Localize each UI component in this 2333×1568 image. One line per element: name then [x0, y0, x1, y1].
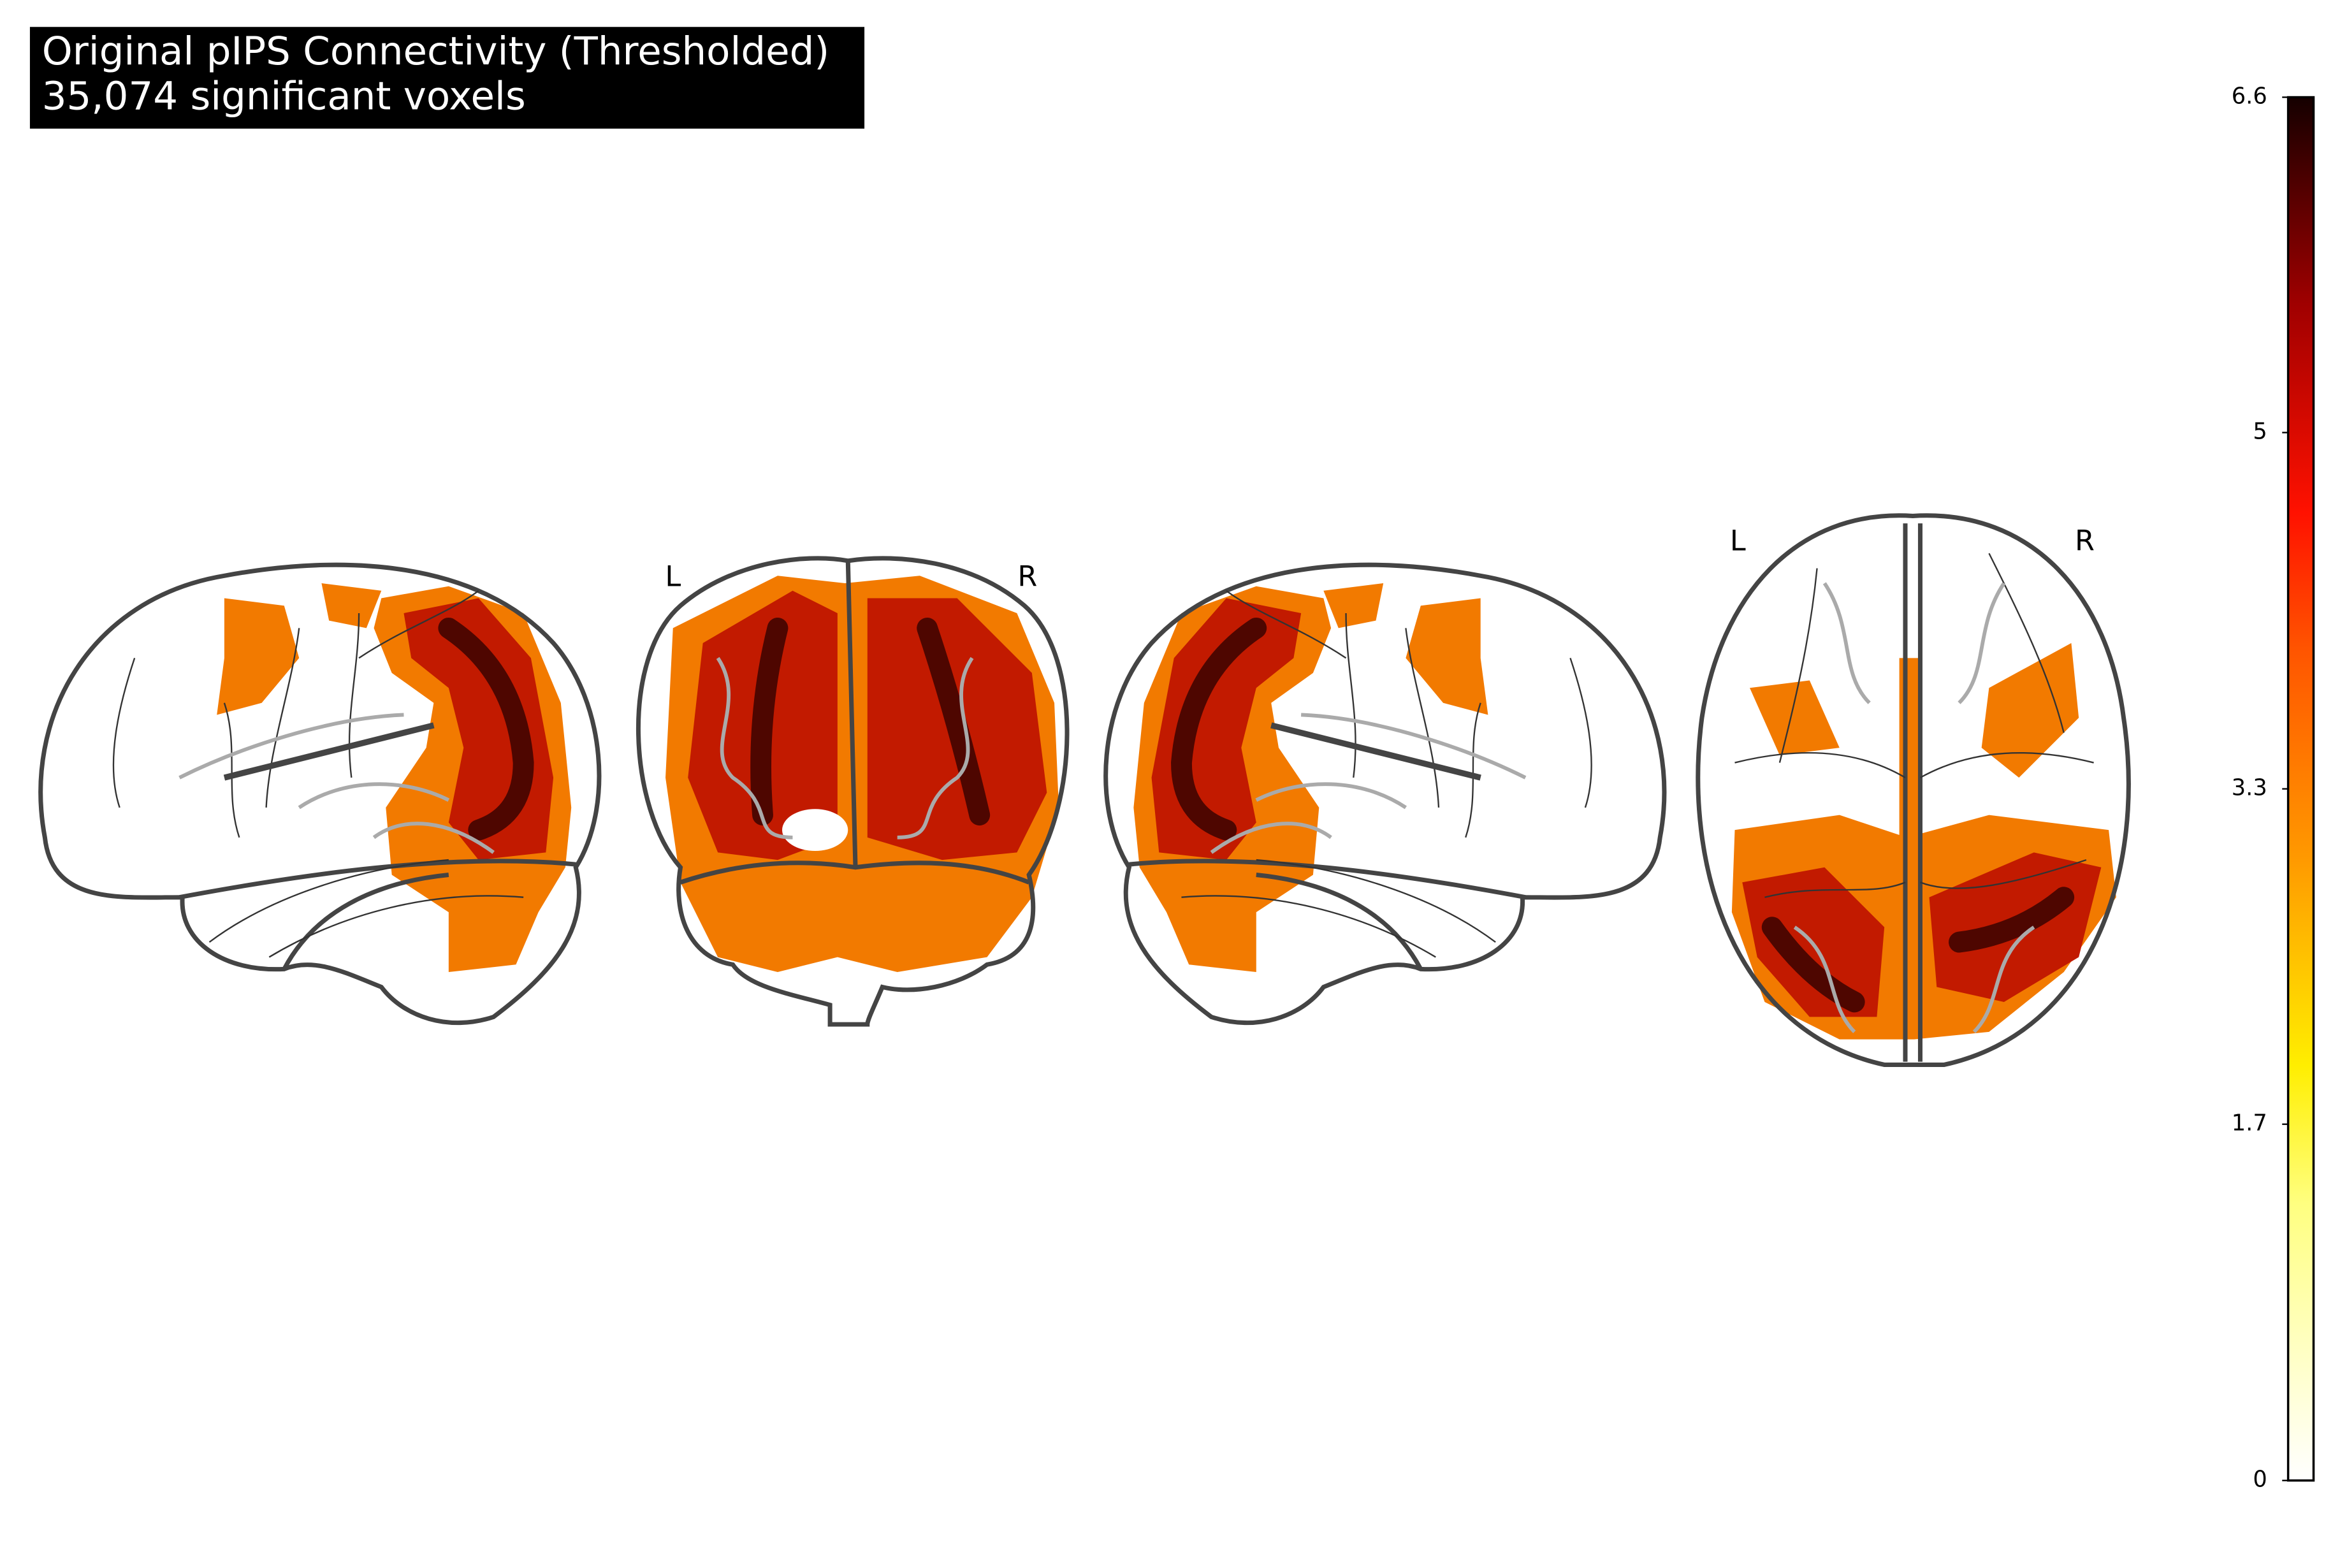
colorbar-tick-label: 5: [2253, 419, 2267, 445]
subtitle: 35,074 significant voxels: [42, 73, 526, 119]
view-label: R: [1017, 560, 1037, 593]
colorbar: [2286, 96, 2315, 1482]
coronal-view: [636, 556, 1070, 1027]
sagittal-right-view: [1106, 565, 1664, 1022]
colorbar-tick-label: 3.3: [2232, 775, 2267, 801]
title: Original pIPS Connectivity (Thresholded): [42, 29, 829, 74]
view-label: R: [2075, 524, 2095, 557]
view-label: L: [1730, 524, 1746, 557]
title-box: [29, 27, 865, 129]
colorbar-tick-label: 0: [2253, 1467, 2267, 1493]
colorbar-ticks: 0 1.7 3.3 5 6.6: [2232, 83, 2288, 1493]
colorbar-tick-label: 1.7: [2232, 1110, 2267, 1136]
view-label: L: [665, 560, 681, 593]
colorbar-tick-label: 6.6: [2232, 83, 2267, 110]
axial-view: [1696, 513, 2131, 1068]
sagittal-left-view: [41, 565, 599, 1022]
